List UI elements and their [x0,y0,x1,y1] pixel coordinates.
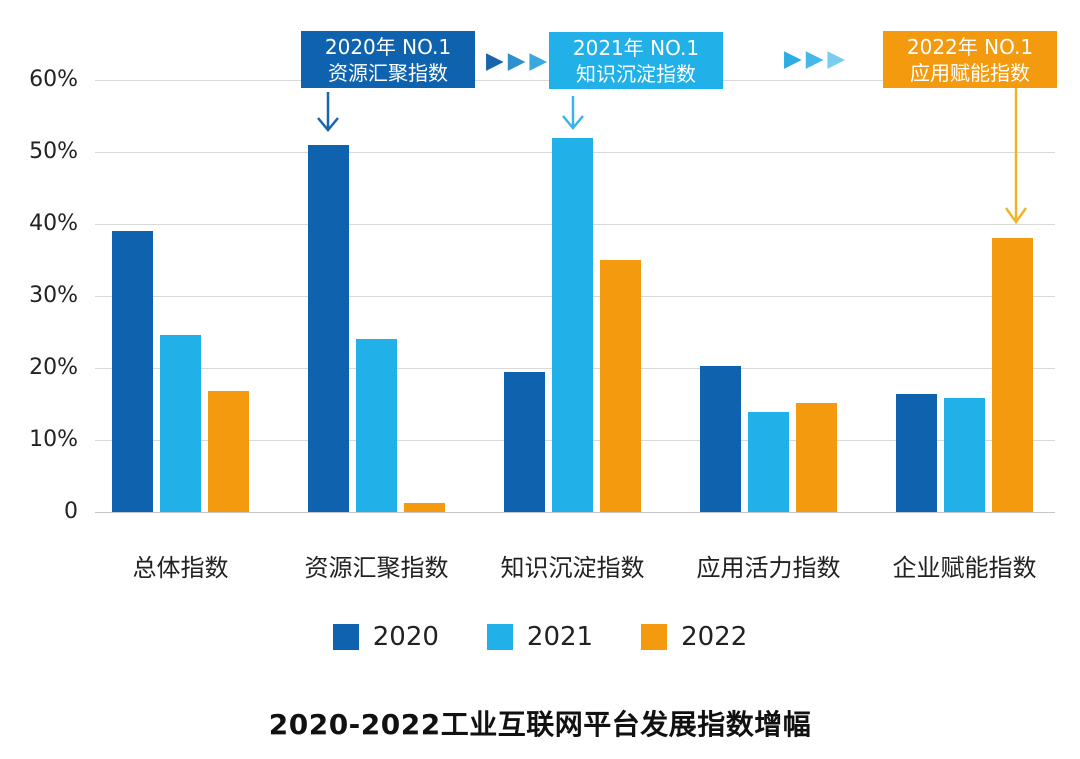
bar-2021 [160,335,201,512]
down-arrow-icon-2022 [1004,88,1028,225]
bar-group-1 [112,231,249,512]
y-tick-label: 20% [29,355,78,380]
chevron-right-icon: ▶ [529,48,548,74]
callout-line2: 知识沉淀指数 [576,62,696,86]
bar-group-5 [896,238,1033,512]
bar-2022 [208,391,249,512]
bar-group-4 [700,366,837,512]
callout-line2: 资源汇聚指数 [328,61,448,85]
bar-2022 [404,503,445,512]
x-category-label: 知识沉淀指数 [500,554,645,582]
bar-2021 [748,412,789,512]
callout-2022-top-index: 2022年 NO.1 应用赋能指数 [883,31,1057,88]
y-tick-label: 60% [29,67,78,92]
callout-line2: 应用赋能指数 [910,61,1030,85]
callout-line1: 2021年 NO.1 [572,36,700,60]
plot-area [95,80,1055,513]
x-category-label: 企业赋能指数 [892,554,1037,582]
chart-title: 2020-2022工业互联网平台发展指数增幅 [268,708,812,741]
chevron-right-icon: ▶ [486,48,504,74]
bar-2020 [700,366,741,512]
bar-2020 [504,372,545,512]
bar-2020 [308,145,349,512]
down-arrow-icon-2020 [317,92,339,132]
chevron-right-icons-1: ▶ ▶ ▶ [486,49,547,73]
chevron-right-icon: ▶ [784,46,802,72]
callout-line1: 2020年 NO.1 [324,35,452,59]
legend-label: 2021 [526,622,594,652]
x-category-label: 总体指数 [132,554,229,582]
callout-line1: 2022年 NO.1 [906,35,1034,59]
legend-swatch-icon [486,624,513,650]
legend-label: 2020 [372,622,439,652]
x-category-label: 资源汇聚指数 [304,554,449,582]
bar-2022 [992,238,1033,512]
y-tick-label: 30% [29,283,78,308]
legend-item-2021: 2021 [486,622,594,652]
bar-2020 [112,231,153,512]
chevron-right-icon: ▶ [805,46,824,72]
callout-2021-top-index: 2021年 NO.1 知识沉淀指数 [549,32,723,89]
bar-2022 [796,403,837,512]
bar-2022 [600,260,641,512]
bar-2021 [356,339,397,512]
chevron-right-icon: ▶ [827,46,846,72]
legend-swatch-icon [332,624,359,650]
legend-item-2020: 2020 [332,622,439,652]
legend-label: 2022 [681,622,748,652]
y-tick-label: 0 [64,499,78,524]
gridline [95,512,1055,513]
bar-group-3 [504,138,641,512]
bar-2020 [896,394,937,512]
chevron-right-icons-2: ▶ ▶ ▶ [784,47,845,71]
chevron-right-icon: ▶ [507,48,526,74]
bar-2021 [944,398,985,512]
y-tick-label: 10% [29,427,78,452]
bar-2021 [552,138,593,512]
y-tick-label: 50% [29,139,78,164]
callout-2020-top-index: 2020年 NO.1 资源汇聚指数 [301,31,475,88]
y-tick-label: 40% [29,211,78,236]
x-category-label: 应用活力指数 [696,554,841,582]
legend-item-2022: 2022 [641,622,747,652]
legend-swatch-icon [641,624,668,650]
legend: 2020 2021 2022 [0,622,1080,652]
down-arrow-icon-2021 [562,96,584,130]
bar-group-2 [308,145,445,512]
